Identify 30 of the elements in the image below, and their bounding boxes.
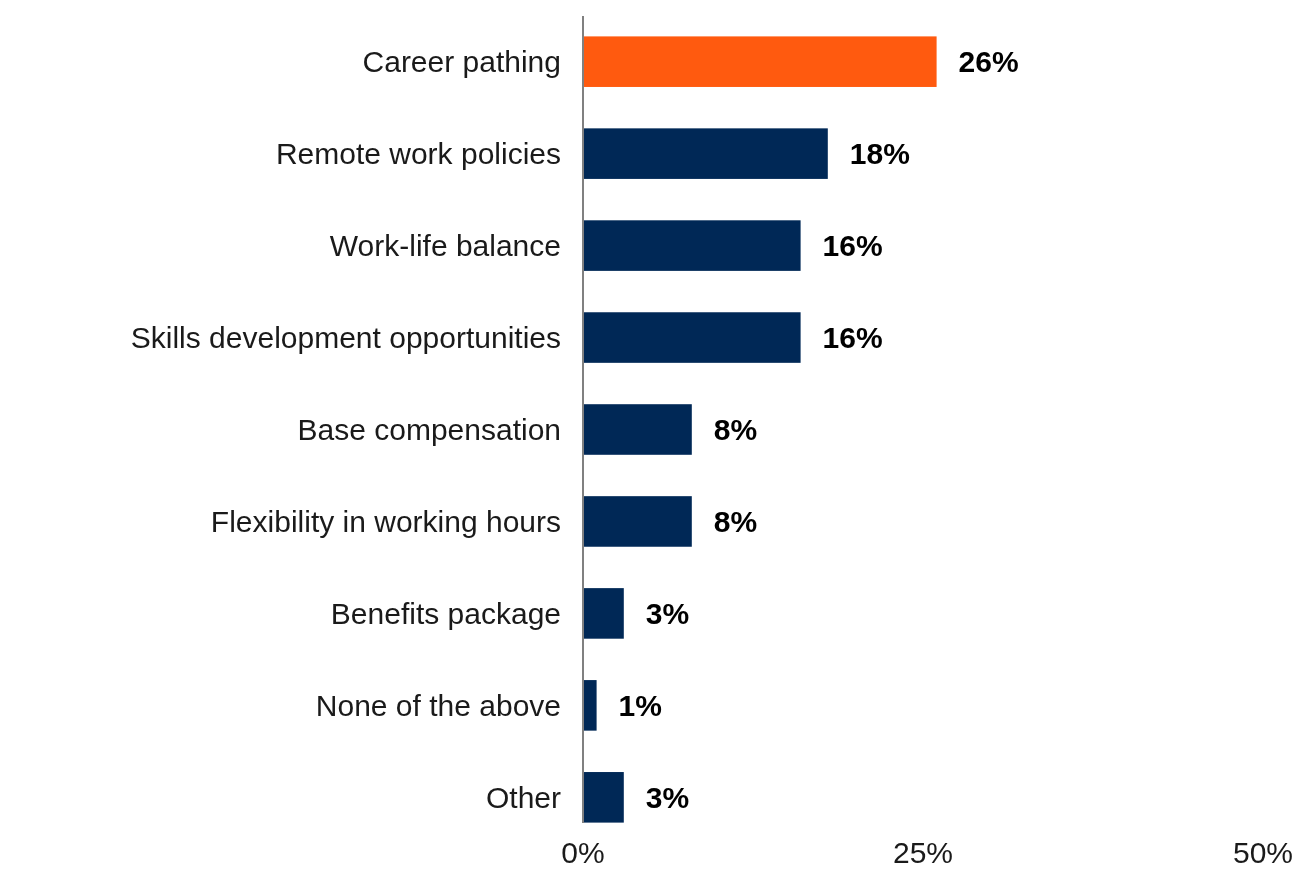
y-tick-label: Benefits package bbox=[330, 596, 561, 630]
bar bbox=[583, 36, 937, 87]
data-label: 3% bbox=[645, 596, 690, 630]
data-label: 8% bbox=[713, 504, 758, 538]
bar bbox=[583, 404, 692, 455]
x-tick-label: 0% bbox=[561, 836, 605, 869]
bar bbox=[583, 588, 624, 639]
bar bbox=[583, 220, 801, 271]
bar bbox=[583, 680, 597, 731]
data-label: 1% bbox=[618, 688, 662, 722]
data-label: 18% bbox=[849, 137, 910, 171]
bar bbox=[583, 772, 624, 823]
y-tick-label: Remote work policies bbox=[275, 137, 561, 171]
y-tick-label: Career pathing bbox=[362, 45, 561, 79]
data-label: 16% bbox=[822, 321, 883, 355]
y-tick-label: Other bbox=[485, 780, 562, 814]
bar bbox=[583, 312, 801, 363]
data-label: 26% bbox=[958, 45, 1019, 79]
x-tick-label: 25% bbox=[892, 836, 954, 869]
data-label: 16% bbox=[822, 229, 883, 263]
data-label: 8% bbox=[713, 413, 758, 446]
data-label: 3% bbox=[645, 780, 690, 814]
y-tick-label: Skills development opportunities bbox=[130, 321, 561, 355]
y-tick-label: None of the above bbox=[315, 688, 561, 722]
y-tick-label: Work-life balance bbox=[329, 229, 561, 263]
bar bbox=[583, 128, 828, 179]
bar bbox=[583, 496, 692, 547]
x-tick-label: 50% bbox=[1232, 836, 1294, 869]
y-tick-label: Base compensation bbox=[297, 413, 561, 446]
y-tick-label: Flexibility in working hours bbox=[210, 504, 561, 538]
